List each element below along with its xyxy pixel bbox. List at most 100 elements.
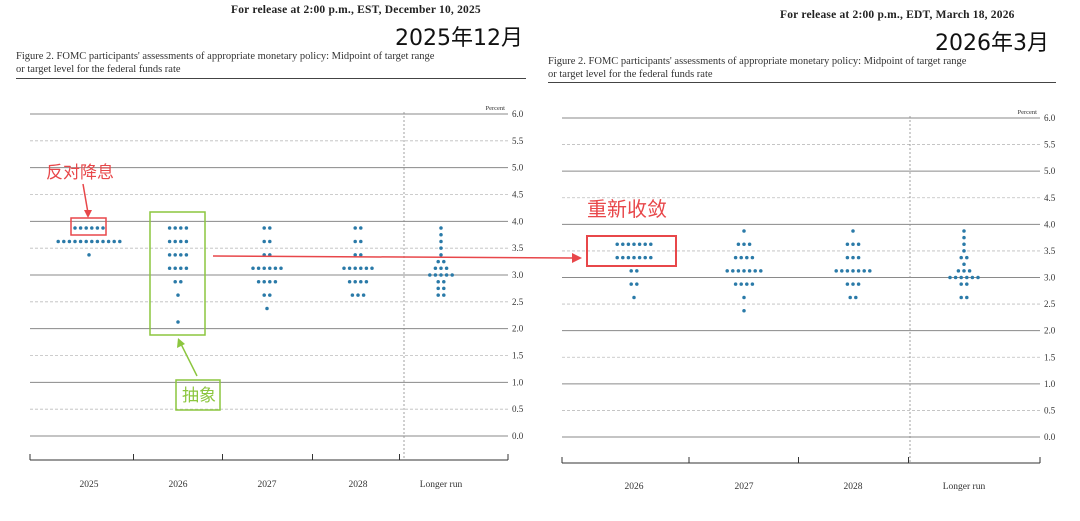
participant-dot [268, 279, 272, 284]
participant-dot [444, 273, 449, 277]
arrowhead-cross-panel [572, 253, 582, 263]
participant-dot [439, 233, 443, 237]
participant-dot [733, 282, 738, 286]
y-tick-label: 6.0 [1044, 113, 1056, 123]
dot-plot-panel-mar-2026: For release at 2:00 p.m., EDT, March 18,… [540, 0, 1080, 521]
y-axis-label: Percent [1018, 109, 1038, 116]
y-tick-label: 6.0 [512, 109, 524, 119]
participant-dot [184, 226, 189, 230]
y-tick-label: 3.5 [512, 243, 524, 253]
participant-dot [353, 279, 357, 284]
x-category-label: 2026 [169, 480, 188, 490]
participant-dot [442, 293, 446, 297]
participant-dot [84, 239, 88, 244]
participant-dot [959, 295, 963, 300]
participant-dot [256, 279, 261, 284]
x-category-label: Longer run [420, 480, 463, 490]
participant-dot [442, 286, 446, 291]
participant-dot [742, 242, 746, 247]
participant-dot [87, 253, 91, 257]
title-rule [16, 78, 526, 79]
participant-dot [179, 279, 183, 284]
participant-dot [173, 226, 177, 230]
participant-dot [742, 295, 746, 300]
participant-dot [179, 253, 183, 257]
participant-dot [167, 253, 172, 257]
participant-dot [637, 255, 642, 260]
participant-dot [184, 239, 189, 244]
participant-dot [62, 239, 66, 244]
y-tick-label: 5.5 [1044, 140, 1056, 150]
participant-dot [635, 282, 639, 286]
participant-dot [359, 253, 363, 257]
participant-dot [956, 269, 961, 273]
participant-dot [643, 242, 647, 247]
label-box-abstract [175, 379, 221, 411]
participant-dot [845, 269, 850, 273]
participant-dot [965, 255, 969, 260]
participant-dot [962, 262, 966, 266]
participant-dot [101, 226, 105, 230]
participant-dot [439, 273, 443, 277]
participant-dot [173, 266, 177, 271]
y-tick-label: 2.5 [512, 297, 524, 307]
figure-title-line1: Figure 2. FOMC participants' assessments… [548, 56, 967, 67]
figure-title-line2: or target level for the federal funds ra… [16, 64, 181, 75]
participant-dot [845, 242, 850, 247]
participant-dot [750, 282, 755, 286]
participant-dot [173, 253, 177, 257]
participant-dot [965, 282, 969, 286]
participant-dot [733, 255, 738, 260]
y-tick-label: 2.5 [1044, 299, 1056, 309]
y-tick-label: 4.0 [1044, 219, 1056, 229]
participant-dot [262, 266, 266, 271]
participant-dot [256, 266, 261, 271]
participant-dot [747, 269, 752, 273]
arrowhead-oppose [84, 210, 92, 218]
participant-dot [868, 269, 872, 273]
dot-plot-chart: 0.0 0.5 1.0 1.5 2.0 2.5 3.0 3.5 4.0 4.5 5.0 5.5 6.0 P… [561, 109, 1056, 492]
participant-dot [959, 275, 963, 280]
y-tick-label: 0.5 [512, 404, 524, 414]
participant-dot [167, 226, 172, 230]
participant-dot [439, 266, 443, 271]
participant-dot [184, 253, 189, 257]
participant-dot [279, 266, 283, 271]
participant-dot [95, 239, 100, 244]
y-tick-label: 2.0 [512, 324, 524, 334]
y-tick-label: 1.5 [512, 351, 524, 361]
participant-dot [962, 242, 966, 247]
participant-dot [959, 282, 963, 286]
participant-dot [176, 293, 180, 297]
participant-dot [433, 273, 438, 277]
participant-dot [637, 242, 642, 247]
participant-dot [90, 239, 94, 244]
x-category-label: 2027 [258, 480, 277, 490]
y-tick-label: 3.0 [1044, 273, 1056, 283]
participant-dot [632, 255, 636, 260]
arrow-oppose [82, 183, 89, 214]
participant-dot [856, 282, 861, 286]
release-line: For release at 2:00 p.m., EDT, March 18,… [780, 9, 1015, 21]
participant-dot [262, 226, 266, 230]
participant-dot [725, 269, 729, 273]
participant-dot [632, 295, 636, 300]
participant-dot [632, 242, 636, 247]
dot-plot-panel-dec-2025: For release at 2:00 p.m., EST, December … [0, 0, 535, 521]
participant-dot [436, 259, 440, 264]
participant-dot [615, 242, 619, 247]
participant-dot [649, 242, 653, 247]
participant-dot [962, 269, 966, 273]
participant-dot [179, 226, 183, 230]
participant-dot [370, 266, 374, 271]
participant-dot [643, 255, 647, 260]
participant-dot [364, 266, 369, 271]
participant-dot [856, 269, 861, 273]
participant-dot [621, 242, 625, 247]
participant-dot [179, 266, 183, 271]
y-tick-label: 4.5 [1044, 193, 1056, 203]
participant-dot [364, 279, 369, 284]
y-tick-label: 5.0 [1044, 166, 1056, 176]
participant-dot [436, 279, 440, 284]
